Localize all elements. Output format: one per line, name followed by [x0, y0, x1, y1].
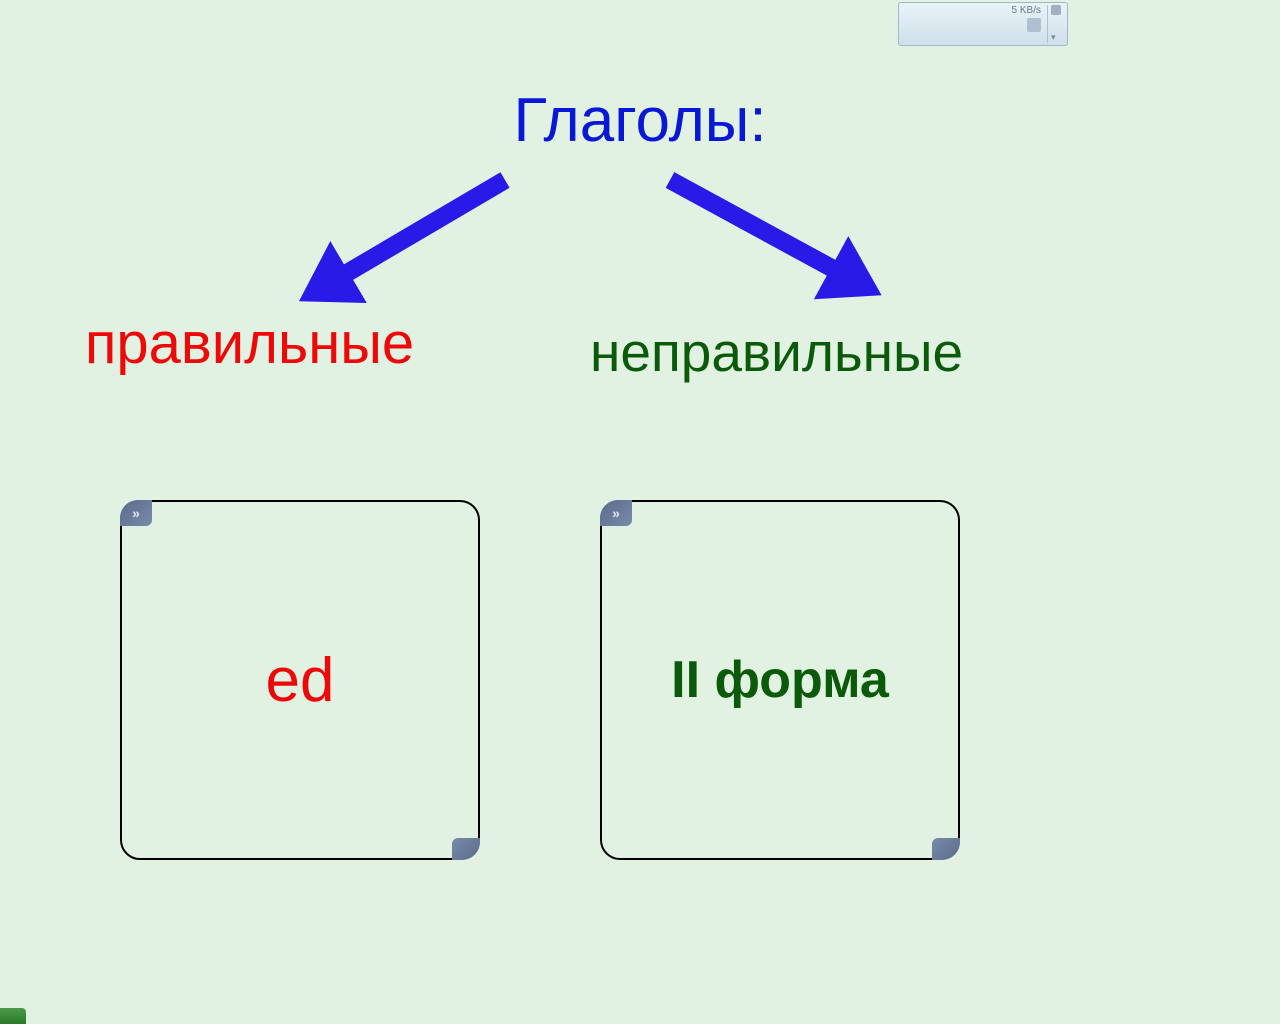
chevron-right-icon: »: [612, 505, 620, 521]
title-text: Глаголы:: [513, 86, 766, 155]
box-resize-handle[interactable]: [452, 838, 480, 860]
box-resize-handle[interactable]: [932, 838, 960, 860]
box-expand-tab[interactable]: »: [600, 500, 632, 526]
box-right-text: II форма: [671, 650, 889, 710]
printer-icon: [1027, 18, 1041, 32]
arrow-left: [275, 165, 535, 315]
taskbar-start-corner[interactable]: [0, 1008, 26, 1024]
box-left-text: ed: [266, 645, 335, 716]
widget-speed-text: 5 KB/s: [1012, 5, 1041, 16]
branch-right-label: неправильные: [590, 320, 963, 384]
diagram-title: Глаголы:: [513, 85, 766, 156]
widget-content: 5 KB/s: [903, 5, 1047, 32]
widget-settings-icon[interactable]: [1051, 5, 1061, 15]
network-widget[interactable]: 5 KB/s ▾: [898, 2, 1068, 46]
arrow-right: [640, 165, 900, 315]
right-label-text: неправильные: [590, 321, 963, 383]
chevron-down-icon[interactable]: ▾: [1051, 32, 1063, 43]
chevron-right-icon: »: [132, 505, 140, 521]
box-right: » II форма: [600, 500, 960, 860]
box-expand-tab[interactable]: »: [120, 500, 152, 526]
box-left: » ed: [120, 500, 480, 860]
widget-controls: ▾: [1047, 5, 1063, 43]
left-label-text: правильные: [85, 311, 414, 376]
branch-left-label: правильные: [85, 310, 414, 377]
